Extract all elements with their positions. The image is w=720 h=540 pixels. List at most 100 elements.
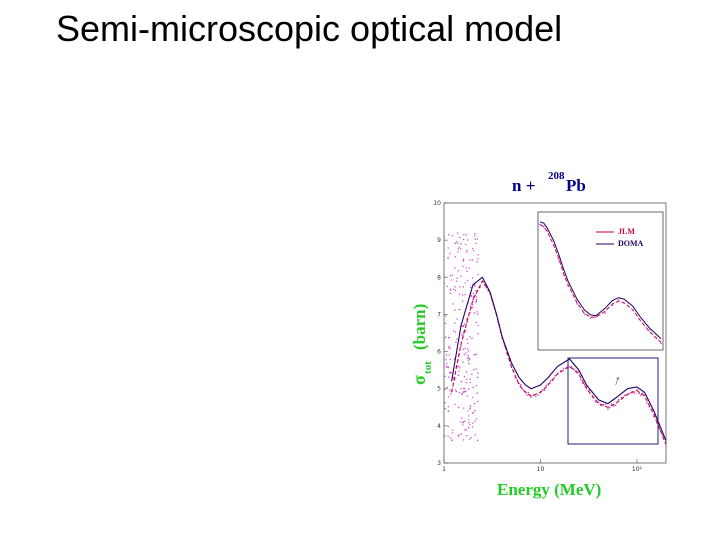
inset-data-point — [543, 225, 545, 228]
data-point — [475, 368, 477, 370]
plot-frame — [443, 202, 667, 464]
data-point — [456, 277, 458, 279]
data-point — [659, 429, 661, 431]
data-point — [458, 434, 460, 436]
data-point — [460, 388, 462, 390]
data-point — [467, 354, 469, 356]
data-point — [448, 345, 450, 348]
data-point — [446, 285, 448, 288]
data-point — [458, 370, 460, 372]
data-point — [444, 276, 446, 278]
data-point — [461, 300, 464, 302]
data-point — [543, 389, 546, 391]
zoom-region-box — [567, 357, 659, 445]
data-point — [473, 354, 475, 356]
data-point — [477, 333, 479, 335]
data-point — [471, 277, 474, 279]
data-point — [465, 267, 467, 269]
data-point — [471, 337, 473, 340]
data-point — [466, 322, 468, 324]
data-point — [444, 388, 446, 391]
data-point — [472, 304, 474, 306]
data-point — [467, 342, 469, 344]
inset-data-point — [558, 259, 560, 261]
data-point — [457, 435, 460, 437]
data-point — [475, 296, 478, 298]
data-point — [475, 289, 477, 292]
data-point — [462, 424, 464, 426]
data-point — [462, 422, 464, 424]
data-point — [455, 389, 457, 391]
data-point — [466, 338, 468, 341]
data-point — [460, 380, 463, 383]
data-point — [473, 235, 476, 237]
data-point — [454, 403, 456, 405]
data-point — [460, 333, 463, 336]
data-point — [454, 289, 457, 292]
data-point — [449, 292, 452, 294]
data-point — [471, 373, 473, 375]
data-point — [469, 438, 471, 440]
data-point — [453, 358, 456, 360]
data-point — [460, 248, 462, 250]
y-tick-label: 4 — [437, 423, 441, 430]
data-point — [477, 400, 479, 403]
data-point — [462, 265, 464, 268]
data-point — [448, 354, 450, 356]
data-point — [448, 346, 450, 349]
data-point — [472, 292, 475, 295]
data-point — [457, 251, 459, 253]
data-point — [472, 295, 475, 298]
data-point — [447, 247, 449, 249]
data-point — [465, 243, 467, 246]
data-point — [462, 361, 464, 363]
data-point — [452, 330, 455, 332]
data-point — [461, 393, 463, 395]
data-point — [450, 289, 452, 291]
inset-data-point — [562, 274, 565, 276]
data-point — [450, 279, 453, 281]
inset-data-point — [617, 298, 620, 301]
data-point — [579, 378, 582, 381]
data-point — [465, 429, 467, 431]
data-point — [541, 389, 544, 391]
data-point — [451, 439, 453, 441]
data-point — [447, 406, 450, 408]
data-point — [573, 368, 575, 370]
data-point — [454, 309, 456, 311]
y-axis-label-sub: tot — [422, 361, 434, 374]
data-point — [468, 267, 470, 269]
inset-data-point — [539, 223, 541, 226]
data-point — [454, 256, 457, 258]
inset-data-point — [583, 313, 586, 315]
data-point — [475, 301, 477, 303]
inset-data-point — [611, 304, 614, 306]
data-point — [447, 256, 449, 259]
inset-data-point — [552, 244, 555, 247]
data-point — [476, 439, 479, 442]
data-point — [467, 239, 469, 241]
chart-title-mass: 208 — [548, 170, 565, 182]
data-point — [549, 379, 552, 382]
data-point — [462, 439, 465, 441]
data-point — [459, 286, 461, 288]
data-point — [462, 348, 465, 351]
data-point — [444, 322, 447, 325]
data-point — [470, 436, 472, 439]
data-point — [474, 433, 476, 436]
data-point — [445, 359, 447, 361]
data-point — [455, 280, 458, 282]
data-point — [641, 392, 644, 395]
data-point — [475, 385, 478, 387]
data-point — [443, 236, 445, 238]
series-line-doma — [451, 276, 667, 441]
y-tick-label: 5 — [437, 386, 441, 393]
data-point — [454, 242, 457, 245]
data-point — [476, 238, 479, 240]
data-point — [646, 402, 648, 404]
data-point — [460, 421, 462, 423]
data-point — [468, 422, 470, 424]
x-tick-label: 10 — [537, 466, 545, 473]
data-point — [468, 419, 470, 421]
data-point — [458, 308, 461, 311]
